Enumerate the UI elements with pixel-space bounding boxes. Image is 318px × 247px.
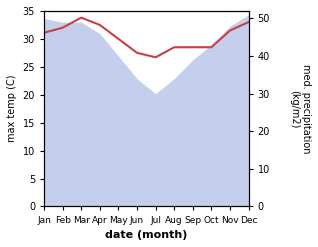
Y-axis label: med. precipitation
(kg/m2): med. precipitation (kg/m2)	[289, 64, 311, 153]
Y-axis label: max temp (C): max temp (C)	[7, 75, 17, 143]
X-axis label: date (month): date (month)	[105, 230, 188, 240]
